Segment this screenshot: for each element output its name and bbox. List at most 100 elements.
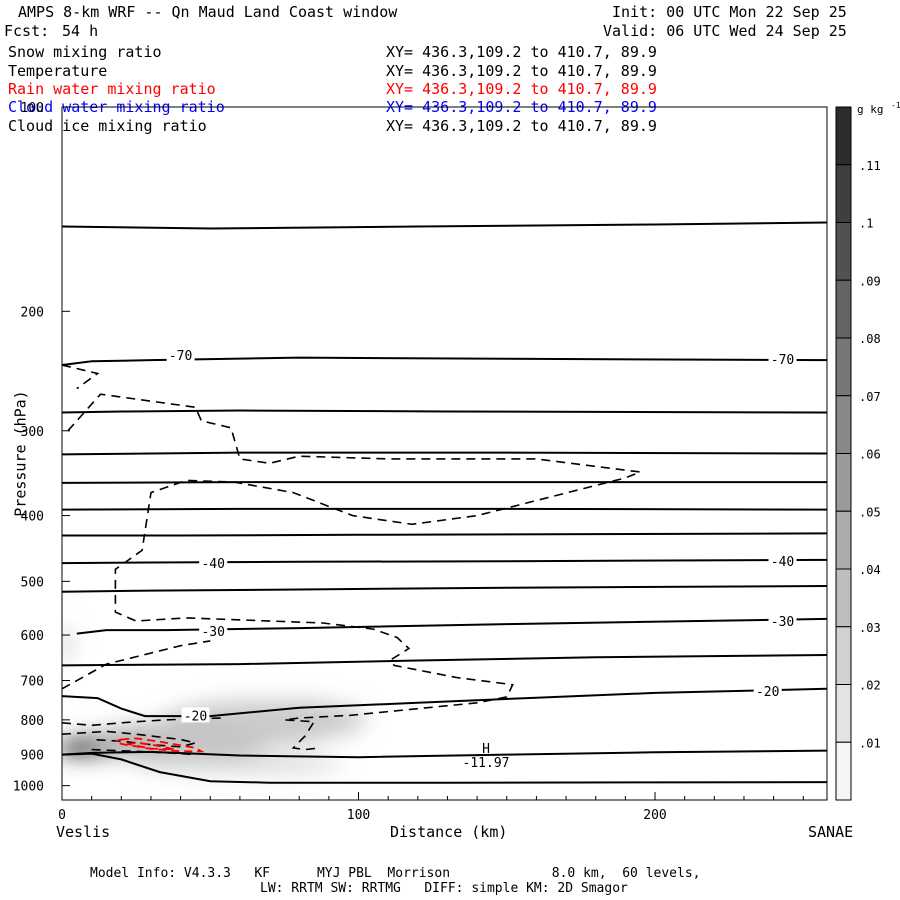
field-xy-snow: XY= 436.3,109.2 to 410.7, 89.9	[386, 43, 657, 61]
field-label-cloud-ice: Cloud ice mixing ratio	[8, 117, 207, 135]
cloud-ice-contour-0	[67, 393, 641, 751]
y-tick-label-0: 200	[21, 305, 44, 320]
colorbar-bin-7	[835, 510, 852, 570]
temp-label-2: -40	[201, 557, 224, 572]
temp-label-6: -20	[184, 709, 207, 724]
snow-blob-6	[62, 625, 74, 664]
isotherm-4	[62, 481, 827, 484]
temp-label-bg-7	[753, 682, 782, 698]
plot-frame	[61, 106, 828, 801]
temp-label-1: -70	[771, 353, 794, 368]
colorbar-bin-4	[835, 337, 852, 397]
temp-label-bg-3	[768, 553, 797, 569]
rain-water-contour-0	[112, 737, 205, 753]
colorbar-tick-label-2: .03	[859, 621, 881, 635]
colorbar-tick-label-10: .11	[859, 159, 881, 173]
temp-label-5: -30	[771, 615, 794, 630]
colorbar-unit: g kg	[857, 103, 884, 116]
x-axis-label: Distance (km)	[390, 823, 508, 841]
forecast-label: Fcst:	[4, 22, 50, 40]
isotherm-13	[62, 752, 827, 784]
contour-labels: -70 -70 -40 -40 -30 -30 -20 -20 H-11.97	[166, 347, 797, 771]
y-tick-label-7: 900	[21, 749, 44, 764]
field-label-rain: Rain water mixing ratio	[8, 80, 216, 98]
temp-label-3: -40	[771, 555, 794, 570]
isotherm-0	[62, 221, 827, 230]
y-tick-label-4: 600	[21, 629, 44, 644]
colorbar-tick-label-6: .07	[859, 390, 881, 404]
y-tick-label-8: 1000	[13, 780, 44, 795]
colorbar-bin-11	[835, 741, 852, 801]
model-info-line2: LW: RRTM SW: RRTMG DIFF: simple KM: 2D S…	[260, 881, 628, 896]
colorbar-tick-label-4: .05	[859, 505, 881, 519]
cloud-ice-contour-3	[62, 730, 196, 748]
left-endpoint-label: Veslis	[56, 823, 111, 841]
field-xy-rain: XY= 436.3,109.2 to 410.7, 89.9	[386, 80, 657, 98]
temp-label-bg-1	[768, 350, 797, 366]
colorbar-tick-label-1: .02	[859, 679, 881, 693]
temp-label-bg-0	[166, 347, 195, 363]
cloud-ice-contour-4	[91, 748, 196, 756]
colorbar-bin-5	[835, 395, 852, 454]
colorbar-tick-label-9: .1	[859, 217, 873, 231]
x-tick-label-1: 100	[347, 808, 370, 823]
forecast-hour: 54 h	[62, 22, 99, 40]
colorbar-bin-8	[835, 568, 852, 628]
x-tick-label-2: 200	[643, 808, 666, 823]
temp-label-0: -70	[169, 349, 192, 364]
right-endpoint-label: SANAE	[808, 823, 854, 841]
x-tick-label-0: 0	[58, 808, 66, 823]
rain-water-contour-1	[127, 741, 175, 751]
y-tick-label-3: 500	[21, 575, 44, 590]
field-xy-temperature: XY= 436.3,109.2 to 410.7, 89.9	[386, 62, 657, 80]
high-marker-letter: H	[482, 742, 490, 757]
colorbar-bin-2	[835, 222, 852, 281]
isotherm-8	[62, 585, 827, 593]
colorbar-bin-3	[835, 279, 852, 339]
temp-label-bg-5	[768, 612, 797, 628]
cloud-ice-contour-1	[62, 640, 211, 690]
snow-blob-5	[136, 754, 344, 774]
colorbar-bin-9	[835, 626, 852, 685]
colorbar-bin-10	[835, 684, 852, 743]
temp-label-4: -30	[201, 625, 224, 640]
field-xy-cloud-ice: XY= 436.3,109.2 to 410.7, 89.9	[386, 117, 657, 135]
y-tick-label-6: 800	[21, 714, 44, 729]
isotherm-9	[76, 617, 827, 635]
colorbar-tick-label-7: .08	[859, 332, 881, 346]
isotherm-7	[62, 558, 827, 565]
chart-title: AMPS 8-km WRF -- Qn Maud Land Coast wind…	[18, 3, 398, 21]
y-tick-label-1: 300	[21, 425, 44, 440]
y-tick-label-5: 700	[21, 675, 44, 690]
colorbar-bin-0	[835, 106, 852, 166]
isotherm-3	[62, 451, 827, 456]
colorbar-tick-label-5: .06	[859, 448, 881, 462]
colorbar-bin-6	[835, 453, 852, 512]
model-info-line1: Model Info: V4.3.3 KF MYJ PBL Morrison 8…	[90, 866, 701, 881]
isotherm-11	[62, 687, 827, 718]
isotherm-5	[62, 507, 827, 511]
colorbar-tick-label-8: .09	[859, 274, 881, 288]
temp-label-bg-6	[181, 707, 210, 723]
colorbar-bin-1	[835, 164, 852, 223]
isotherm-10	[62, 654, 827, 667]
cloud-ice-contour-5	[62, 364, 100, 390]
isotherm-2	[62, 409, 827, 414]
field-label-temperature: Temperature	[8, 62, 108, 80]
colorbar-tick-label-0: .01	[859, 736, 881, 750]
high-marker-value: -11.97	[463, 756, 510, 771]
axes: 0 100 200 200 300 400 500 600 700 800 900 1000 100	[13, 101, 804, 823]
isotherm-1	[62, 356, 827, 366]
colorbar-unit-exponent: -1	[891, 101, 900, 110]
isotherm-6	[62, 532, 827, 537]
temp-label-7: -20	[756, 685, 779, 700]
init-time: Init: 00 UTC Mon 22 Sep 25	[612, 3, 847, 21]
isotherm-12	[62, 749, 827, 759]
y-tick-label-top: 100	[21, 101, 44, 116]
colorbar-tick-label-3: .04	[859, 563, 881, 577]
temp-label-bg-4	[199, 623, 228, 639]
temp-label-bg-2	[199, 555, 228, 571]
y-axis-label: Pressure (hPa)	[11, 390, 30, 517]
colorbar: .01 .02 .03 .04 .05 .06 .07 .08 .09 .1 .11 g kg -1	[835, 101, 900, 801]
